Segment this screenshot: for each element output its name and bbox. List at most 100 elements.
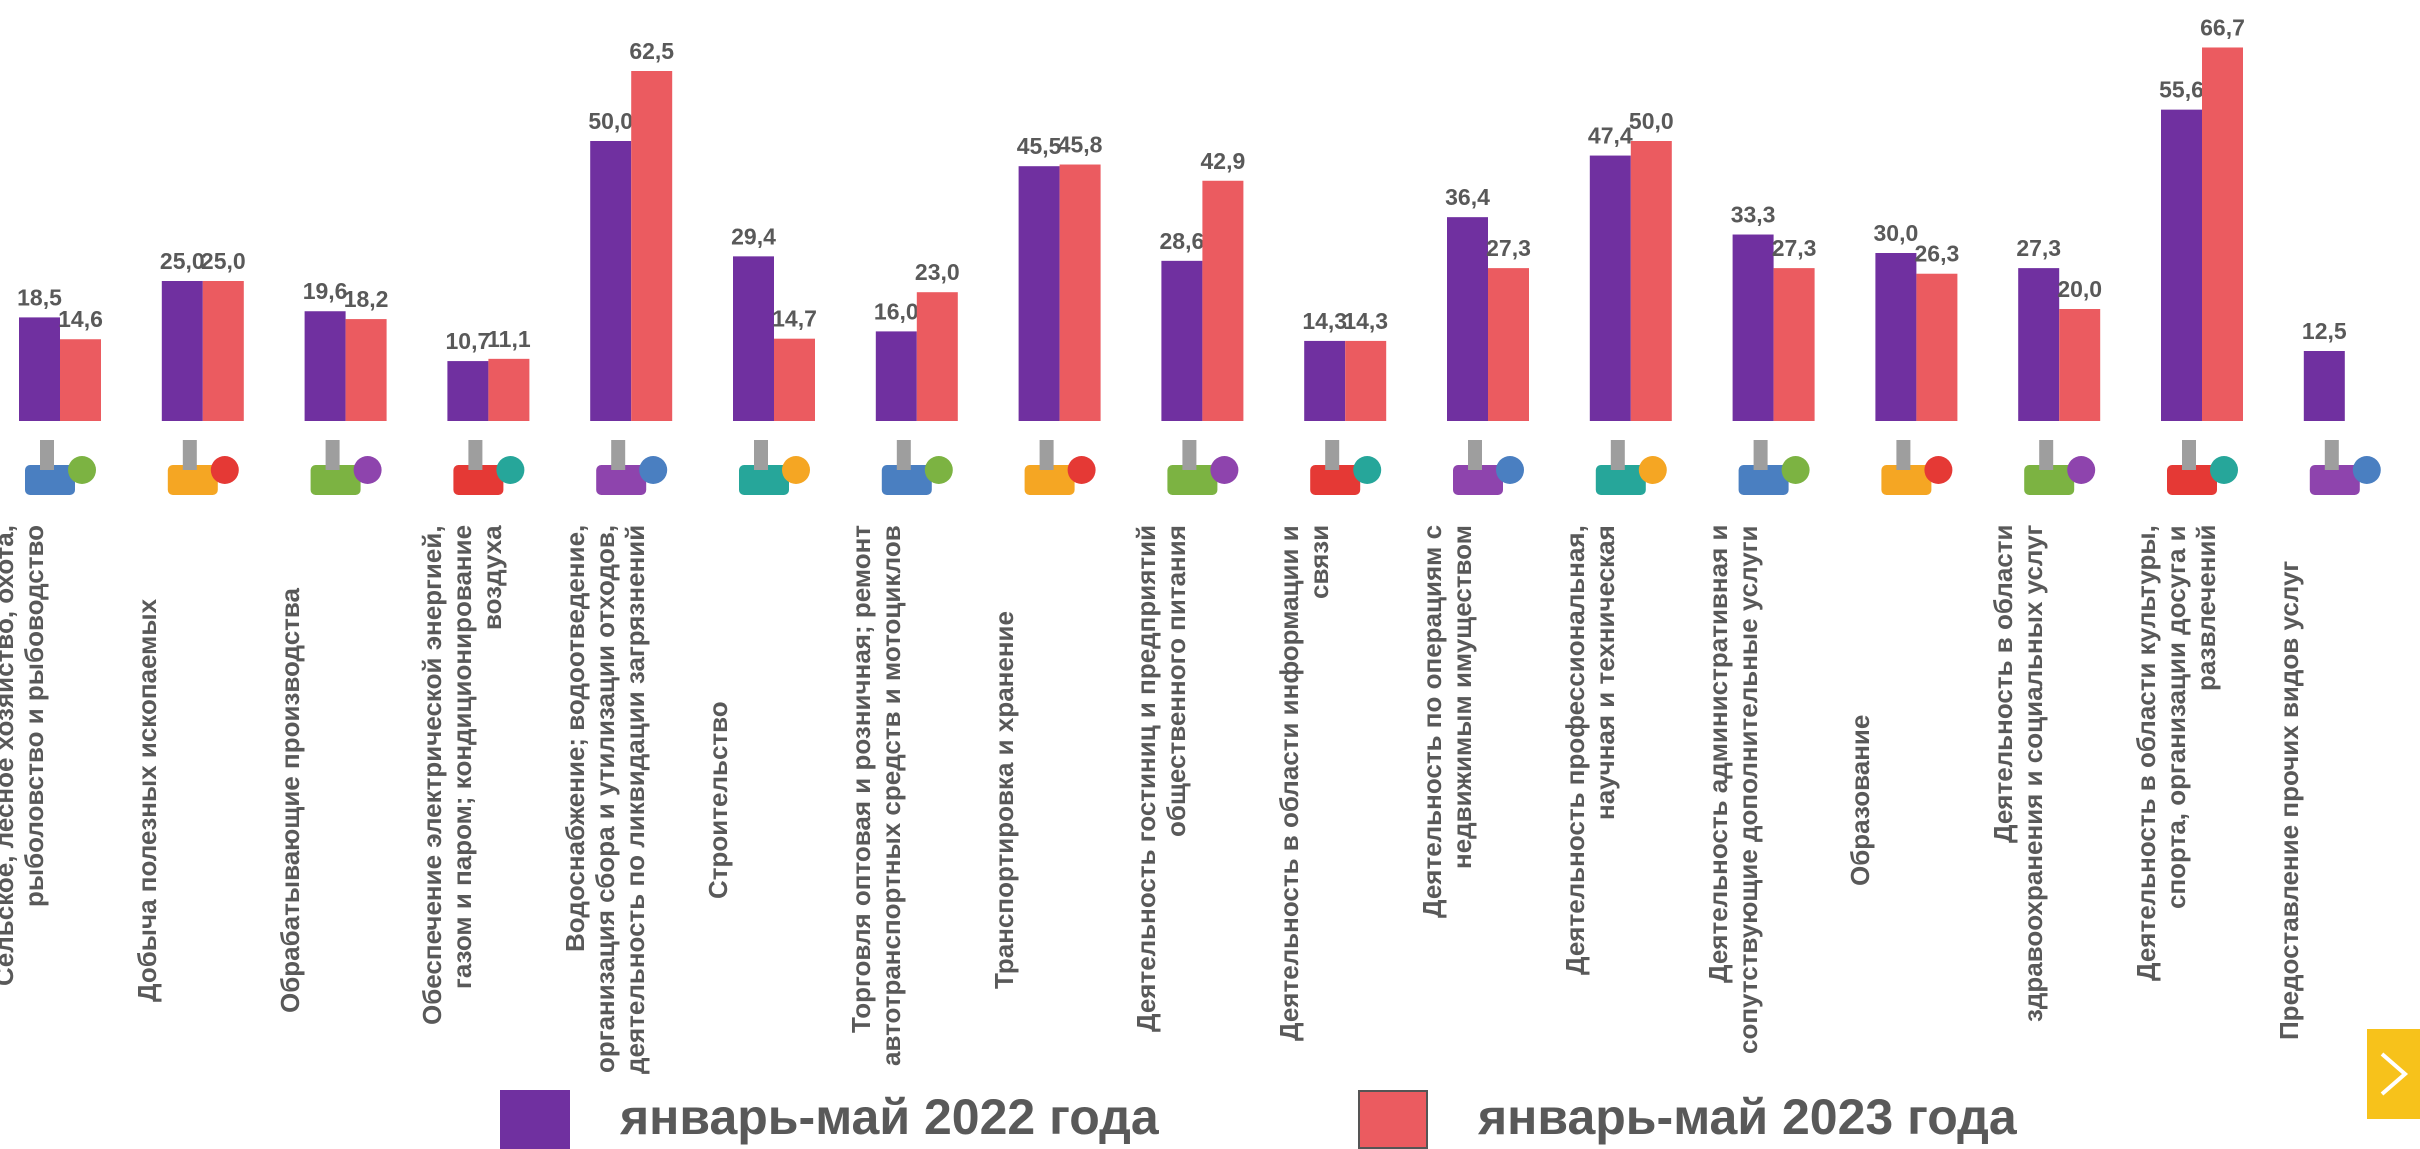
value-label: 25,0	[160, 248, 205, 274]
value-label: 62,5	[629, 38, 674, 64]
value-label: 14,3	[1302, 308, 1347, 334]
legend-label: январь-май 2023 года	[1478, 1088, 2017, 1146]
value-label: 12,5	[2302, 318, 2347, 344]
value-label: 14,6	[58, 306, 103, 332]
icon-part	[754, 440, 768, 470]
bar	[1202, 181, 1243, 421]
category-label: Транспортировка и хранение	[989, 525, 1131, 1075]
bar	[1631, 141, 1672, 421]
category-icon	[1596, 440, 1667, 495]
bar	[2018, 268, 2059, 421]
value-label: 14,7	[772, 306, 817, 332]
category-label: Торговля оптовая и розничная; ремонт авт…	[846, 525, 988, 1075]
category-icon	[1739, 440, 1810, 495]
icon-part	[639, 456, 667, 484]
bar	[60, 339, 101, 421]
category-label: Деятельность административная и сопутств…	[1703, 525, 1845, 1075]
bar	[1488, 268, 1529, 421]
value-label: 28,6	[1160, 228, 1205, 254]
value-label: 50,0	[588, 108, 633, 134]
bar	[1875, 253, 1916, 421]
bar	[305, 311, 346, 421]
category-label: Деятельность профессиональная, научная и…	[1560, 525, 1702, 1075]
legend-swatch	[1358, 1090, 1428, 1149]
bar	[2202, 47, 2243, 421]
bar	[1019, 166, 1060, 421]
legend-swatch	[500, 1090, 570, 1149]
bar	[203, 281, 244, 421]
icon-part	[1040, 440, 1054, 470]
icon-part	[468, 440, 482, 470]
category-icon	[882, 440, 953, 495]
bar	[346, 319, 387, 421]
icon-part	[1068, 456, 1096, 484]
value-label: 10,7	[446, 328, 491, 354]
value-label: 11,1	[487, 326, 531, 352]
category-icon	[1881, 440, 1952, 495]
icon-part	[183, 440, 197, 470]
legend-label: январь-май 2022 года	[620, 1088, 1159, 1146]
value-label: 18,2	[344, 286, 389, 312]
category-icon	[168, 440, 239, 495]
category-icon	[1025, 440, 1096, 495]
bar	[488, 359, 529, 421]
icon-part	[782, 456, 810, 484]
category-label: Деятельность по операциям с недвижимым и…	[1417, 525, 1559, 1075]
category-icon	[596, 440, 667, 495]
bar	[19, 317, 60, 421]
value-label: 30,0	[1874, 220, 1919, 246]
icon-part	[1754, 440, 1768, 470]
category-icon	[1453, 440, 1524, 495]
icon-part	[1611, 440, 1625, 470]
icon-part	[2182, 440, 2196, 470]
bar	[590, 141, 631, 421]
value-label: 33,3	[1731, 202, 1776, 228]
value-label: 36,4	[1445, 184, 1490, 210]
icon-part	[1496, 456, 1524, 484]
bar	[1447, 217, 1488, 421]
category-label: Обрабатывающие производства	[275, 525, 417, 1075]
bar	[1590, 156, 1631, 421]
category-label: Обеспечение электрической энергией, газо…	[417, 525, 559, 1075]
bar	[2304, 351, 2345, 421]
value-label: 42,9	[1201, 148, 1246, 174]
icon-part	[326, 440, 340, 470]
icon-part	[1782, 456, 1810, 484]
icon-part	[354, 456, 382, 484]
bar	[631, 71, 672, 421]
bar	[1161, 261, 1202, 421]
bar	[1060, 165, 1101, 421]
value-label: 55,6	[2159, 77, 2204, 103]
category-icon	[2167, 440, 2238, 495]
value-label: 26,3	[1915, 241, 1960, 267]
category-icon	[1310, 440, 1381, 495]
category-icon	[2024, 440, 2095, 495]
value-label: 27,3	[1486, 235, 1531, 261]
icon-part	[1639, 456, 1667, 484]
icon-part	[2325, 440, 2339, 470]
icon-part	[925, 456, 953, 484]
bar	[2059, 309, 2100, 421]
bar	[1345, 341, 1386, 421]
icon-part	[897, 440, 911, 470]
category-icon	[1167, 440, 1238, 495]
bar	[876, 331, 917, 421]
icon-part	[211, 456, 239, 484]
value-label: 18,5	[17, 284, 62, 310]
category-icon	[25, 440, 96, 495]
bar	[1304, 341, 1345, 421]
value-label: 14,3	[1343, 308, 1388, 334]
icon-part	[2210, 456, 2238, 484]
icon-part	[1353, 456, 1381, 484]
value-label: 45,5	[1017, 133, 1062, 159]
icon-part	[1924, 456, 1952, 484]
category-label: Образование	[1845, 525, 1987, 1075]
bar	[2161, 110, 2202, 421]
value-label: 25,0	[201, 248, 246, 274]
category-icon	[311, 440, 382, 495]
category-label: Деятельность гостиниц и предприятий обще…	[1131, 525, 1273, 1075]
icon-part	[40, 440, 54, 470]
bar	[1733, 235, 1774, 421]
value-label: 16,0	[874, 298, 919, 324]
bar	[733, 256, 774, 421]
